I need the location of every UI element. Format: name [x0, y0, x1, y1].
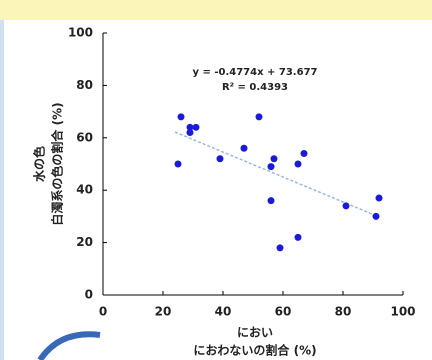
x-tick-label: 0	[99, 305, 107, 319]
x-tick-label: 100	[390, 305, 415, 319]
y-axis-label: 水の色	[32, 146, 47, 182]
point	[372, 212, 380, 220]
point	[267, 197, 275, 205]
point	[186, 123, 194, 131]
point	[240, 144, 248, 152]
x-tick-label: 60	[275, 305, 292, 319]
y-axis-label: 白濁系の色の割合 (%)	[50, 102, 65, 225]
point	[186, 129, 194, 137]
point	[270, 155, 278, 163]
point	[294, 160, 302, 168]
y-tick-label: 40	[76, 183, 93, 197]
point	[342, 202, 350, 210]
point	[375, 194, 383, 202]
left-border	[0, 20, 4, 360]
x-tick-label: 80	[335, 305, 352, 319]
y-tick-label: 80	[76, 78, 93, 92]
point	[255, 113, 263, 121]
y-tick-label: 0	[85, 288, 93, 302]
point	[300, 150, 308, 158]
x-tick-label: 20	[155, 305, 172, 319]
logo-fragment	[37, 331, 101, 360]
x-axis-label: におわないの割合 (%)	[193, 343, 316, 358]
r-squared: R² = 0.4393	[222, 82, 288, 93]
point	[276, 244, 284, 252]
point	[174, 160, 182, 168]
point	[192, 123, 200, 131]
y-tick-label: 60	[76, 130, 93, 144]
trendline	[174, 131, 380, 218]
y-tick-label: 20	[76, 235, 93, 249]
x-tick-label: 40	[215, 305, 232, 319]
point	[294, 233, 302, 241]
point	[267, 163, 275, 171]
point	[216, 155, 224, 163]
x-axis-label: におい	[237, 326, 273, 340]
top-band	[0, 0, 432, 20]
y-tick-label: 100	[68, 26, 93, 40]
point	[177, 113, 185, 121]
equation: y = -0.4774x + 73.677	[193, 67, 318, 78]
